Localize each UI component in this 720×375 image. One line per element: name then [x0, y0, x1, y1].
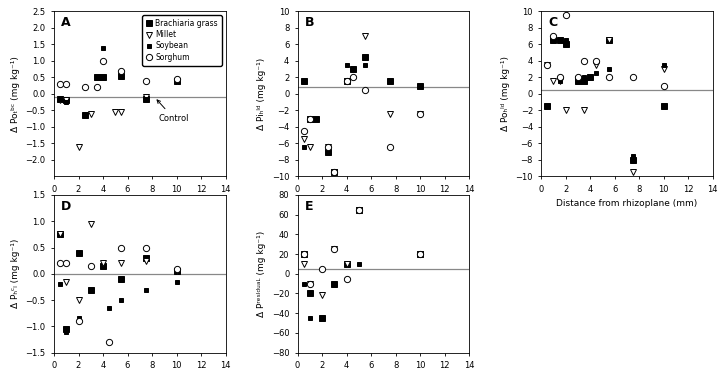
Text: E: E	[305, 200, 313, 213]
Y-axis label: Δ Piₕᴵᵈ (mg kg⁻¹): Δ Piₕᴵᵈ (mg kg⁻¹)	[257, 58, 266, 130]
X-axis label: Distance from rhizoplane (mm): Distance from rhizoplane (mm)	[69, 199, 210, 208]
Y-axis label: Δ Pʳᵉˢᴵᵈᵘᵃᴸ (mg kg⁻¹): Δ Pʳᵉˢᴵᵈᵘᵃᴸ (mg kg⁻¹)	[257, 231, 266, 317]
X-axis label: Distance from rhizoplane (mm): Distance from rhizoplane (mm)	[312, 199, 454, 208]
Y-axis label: Δ Poₜᵇᶜ (mg kg⁻¹): Δ Poₜᵇᶜ (mg kg⁻¹)	[11, 56, 20, 132]
Text: A: A	[61, 16, 71, 29]
Y-axis label: Δ Pₕᶜₗ (mg kg⁻¹): Δ Pₕᶜₗ (mg kg⁻¹)	[11, 239, 20, 308]
Y-axis label: Δ Poₕᴵᵈ (mg kg⁻¹): Δ Poₕᴵᵈ (mg kg⁻¹)	[501, 56, 510, 131]
Text: B: B	[305, 16, 314, 29]
X-axis label: Distance from rhizoplane (mm): Distance from rhizoplane (mm)	[557, 199, 698, 208]
Legend: Brachiaria grass, Millet, Soybean, Sorghum: Brachiaria grass, Millet, Soybean, Sorgh…	[143, 15, 222, 66]
Text: D: D	[61, 200, 71, 213]
Text: C: C	[548, 16, 557, 29]
Text: Control: Control	[157, 100, 189, 123]
